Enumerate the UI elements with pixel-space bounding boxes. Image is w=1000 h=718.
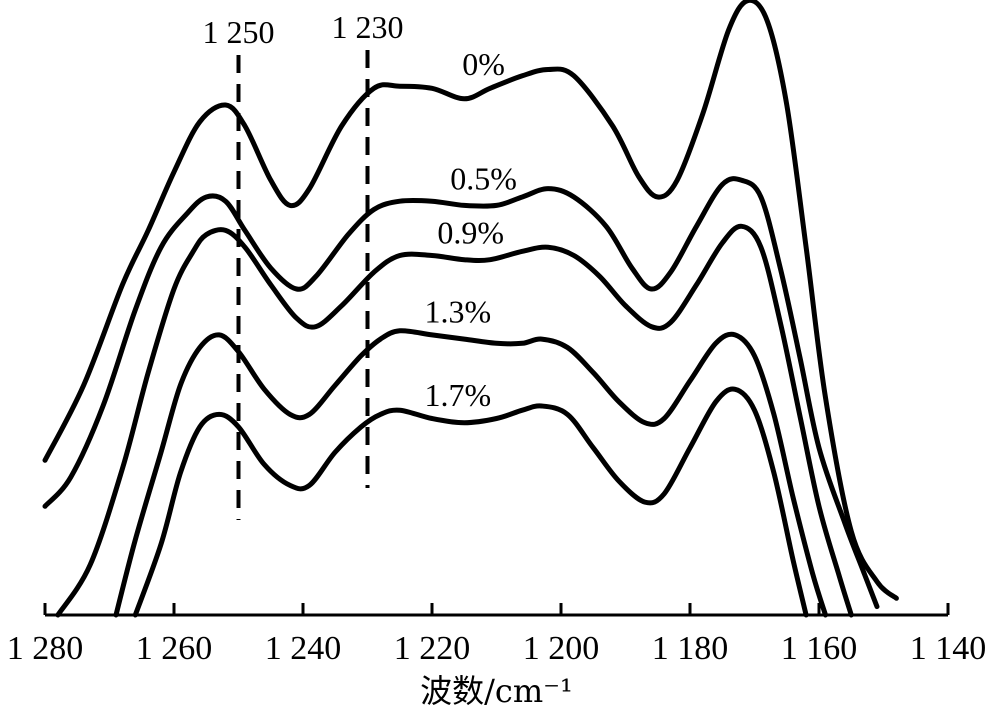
spectrum-curve-1 [42, 176, 880, 610]
spectra-curves [42, 0, 899, 618]
reference-label-0: 1 250 [203, 14, 275, 50]
series-label-2: 0.9% [437, 215, 504, 251]
spectrum-curve-0 [42, 0, 899, 601]
x-axis: 1 280 1 260 1 240 1 220 1 200 1 180 1 160 1 140 [7, 603, 987, 667]
series-label-4: 1.7% [424, 377, 491, 413]
x-tick-label-7: 1 140 [910, 630, 987, 667]
x-tick-label-5: 1 180 [652, 630, 729, 667]
reference-label-1: 1 230 [332, 9, 404, 45]
reference-lines: 1 250 1 230 [203, 9, 404, 520]
spectrum-curve-3 [113, 328, 828, 618]
spectrum-curve-2 [55, 223, 854, 618]
series-label-0: 0% [462, 46, 505, 82]
x-tick-label-1: 1 260 [136, 630, 213, 667]
series-label-1: 0.5% [450, 160, 517, 196]
x-tick-label-4: 1 200 [523, 630, 600, 667]
x-tick-label-6: 1 160 [781, 630, 858, 667]
series-labels: 0% 0.5% 0.9% 1.3% 1.7% [424, 46, 516, 413]
spectrum-curve-4 [132, 386, 809, 618]
x-tick-label-3: 1 220 [394, 630, 471, 667]
series-label-3: 1.3% [424, 293, 491, 329]
x-tick-label-2: 1 240 [265, 630, 342, 667]
x-axis-title: 波数/cm⁻¹ [420, 672, 573, 710]
x-tick-label-0: 1 280 [7, 630, 84, 667]
